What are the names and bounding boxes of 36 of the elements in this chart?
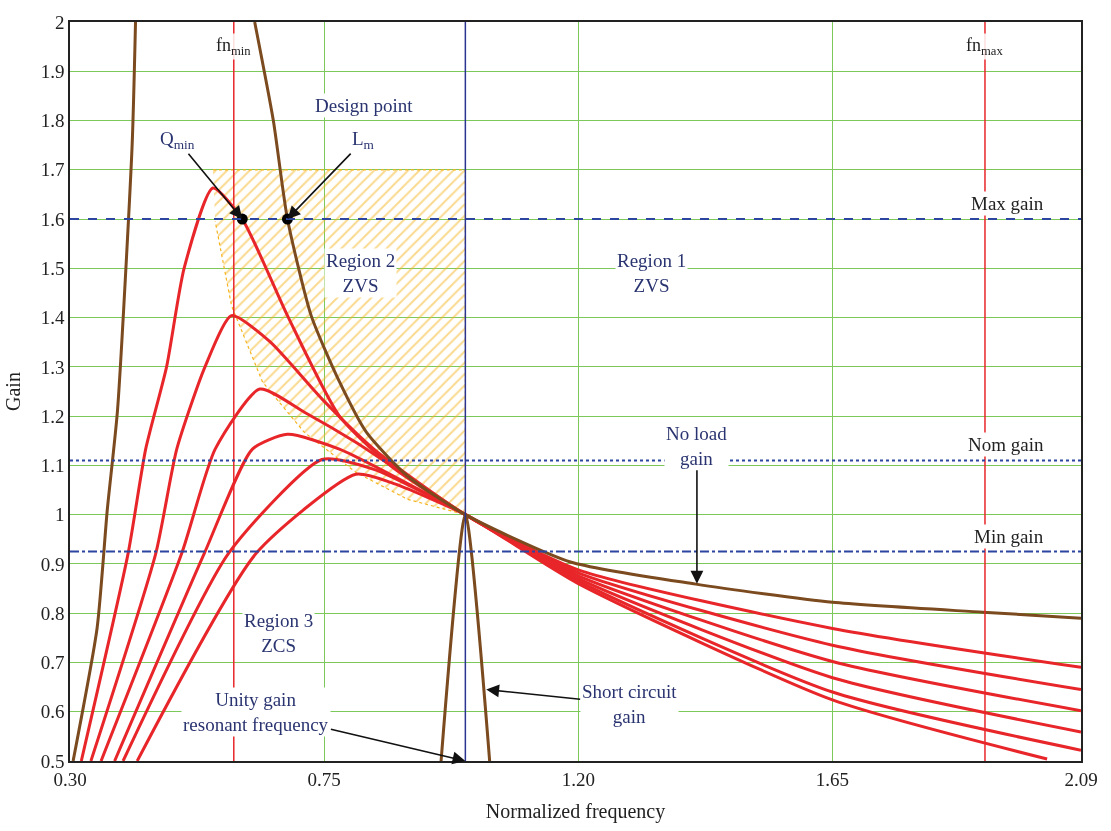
annotation: No load gain	[666, 423, 728, 469]
y-tick-label: 1.9	[40, 60, 65, 82]
y-tick-label: 1	[54, 504, 65, 526]
ref-line-label: Max gain	[971, 193, 1044, 214]
y-tick-label: 1.3	[40, 356, 65, 378]
annotation: Unity gain resonant frequency	[183, 689, 329, 735]
y-tick-label: 1.8	[40, 110, 65, 132]
y-tick-label: 1.5	[40, 257, 65, 279]
annotation: Short circuit gain	[582, 681, 678, 727]
ref-line-label: Min gain	[974, 526, 1044, 547]
y-tick-label: 0.8	[40, 602, 65, 624]
y-tick-label: 1.4	[40, 307, 65, 329]
ref-line-label: fn$_{min}$	[216, 35, 252, 58]
y-tick-label: 2	[54, 11, 65, 33]
x-tick-label: 2.09	[1064, 768, 1098, 790]
ref-line-label: fn$_{max}$	[966, 35, 1004, 58]
y-tick-label: 1.1	[40, 455, 65, 477]
annotation: Region 2 ZVS	[326, 250, 396, 296]
line-series	[71, 22, 138, 761]
annotation: Region 1 ZVS	[617, 250, 687, 296]
x-tick-label: 1.20	[561, 768, 595, 790]
annotation: Q$_{min}$	[160, 128, 195, 152]
y-axis-title: Gain	[1, 372, 24, 411]
annotation: Design point	[315, 95, 414, 116]
y-tick-label: 0.9	[40, 553, 65, 575]
y-tick-label: 1.2	[40, 405, 65, 427]
x-tick-label: 1.65	[815, 768, 850, 790]
annotation: L$_{m}$	[352, 128, 375, 152]
y-tick-label: 1.6	[40, 208, 65, 230]
y-tick-label: 0.7	[40, 652, 65, 674]
ref-line-label: Nom gain	[968, 434, 1044, 455]
x-tick-label: 0.75	[307, 768, 341, 790]
x-axis-title: Normalized frequency	[485, 799, 666, 823]
y-tick-label: 0.6	[40, 701, 65, 723]
y-tick-label: 1.7	[40, 159, 65, 181]
annotation: Region 3 ZCS	[244, 610, 314, 656]
